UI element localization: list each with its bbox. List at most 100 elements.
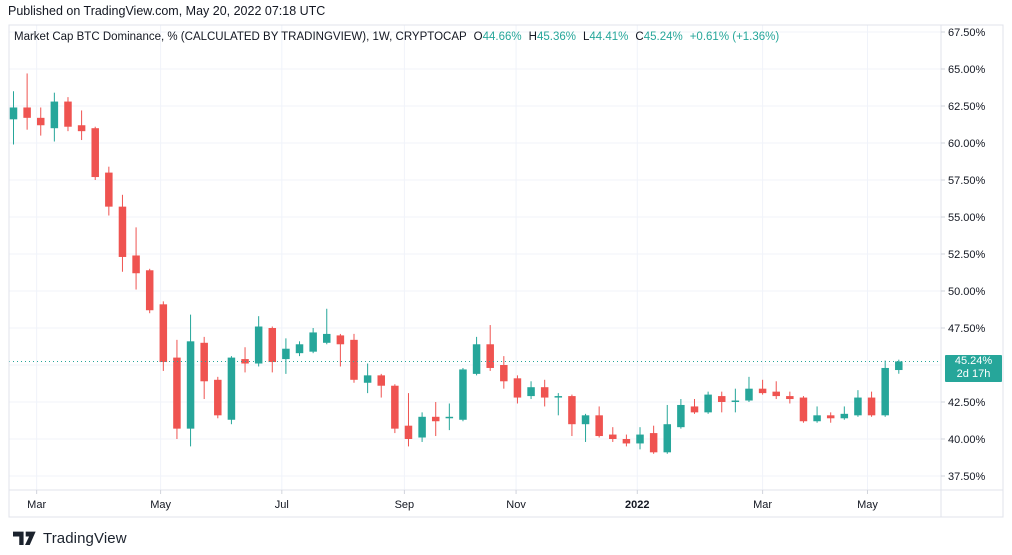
candle-body: [64, 101, 72, 127]
ohlc-open-value: 44.66%: [482, 31, 522, 43]
candle-body: [418, 416, 426, 438]
candle-body: [309, 332, 317, 352]
candle-body: [186, 341, 195, 429]
ohlc-low: L44.41%: [583, 31, 628, 43]
candle-body: [854, 397, 862, 416]
candle-body: [404, 425, 413, 439]
candle-body: [677, 404, 685, 428]
candle-body: [486, 344, 494, 368]
candle-body: [622, 439, 631, 444]
candle-body: [758, 388, 767, 394]
candle-body: [350, 339, 358, 380]
candle-body: [595, 415, 603, 437]
candle-body: [254, 326, 263, 364]
candle-body: [568, 396, 576, 425]
price-axis-label: 42.50%: [948, 397, 986, 409]
price-axis-label: 40.00%: [948, 434, 986, 446]
candle-body: [214, 379, 222, 416]
price-axis-label: 57.50%: [948, 175, 986, 187]
ohlc-high: H45.36%: [529, 31, 576, 43]
candle-body: [391, 385, 399, 429]
tradingview-logo-text: TradingView: [43, 530, 127, 547]
candle-body: [377, 375, 385, 386]
time-axis-label: May: [150, 499, 171, 511]
candle-body: [363, 375, 372, 383]
candle-body: [91, 128, 99, 178]
candle-body: [867, 397, 876, 416]
candle-body: [23, 107, 31, 118]
candle-body: [36, 117, 45, 126]
price-axis-label: 52.50%: [948, 249, 986, 261]
candle-body: [895, 361, 903, 371]
tradingview-logo[interactable]: TradingView: [13, 530, 127, 547]
candle-body: [731, 400, 740, 402]
time-axis-label: May: [857, 499, 878, 511]
candle-body: [826, 415, 835, 419]
price-axis-label: 67.50%: [948, 27, 986, 39]
candle-body: [799, 397, 808, 422]
time-axis-label: Jul: [275, 499, 289, 511]
candle-body: [459, 369, 467, 420]
candle-body: [513, 378, 522, 398]
candle-body: [268, 328, 277, 363]
candle-body: [118, 206, 127, 257]
price-axis-label: 47.50%: [948, 323, 986, 335]
legend-title: Market Cap BTC Dominance, % (CALCULATED …: [14, 31, 467, 43]
candle-body: [227, 357, 236, 420]
candle-body: [772, 391, 780, 397]
candle-body: [690, 406, 699, 413]
bar-countdown: 2d 17h: [956, 368, 991, 381]
price-axis-label: 60.00%: [948, 138, 986, 150]
last-price-badge: 45.24% 2d 17h: [945, 354, 1002, 382]
ohlc-high-label: H: [528, 31, 537, 43]
symbol-legend: Market Cap BTC Dominance, % (CALCULATED …: [14, 31, 779, 43]
candle-body: [649, 433, 658, 453]
candle-body: [159, 304, 168, 363]
candle-body: [431, 416, 440, 422]
ohlc-open-label: O: [473, 31, 483, 43]
candle-body: [840, 413, 849, 419]
candle-body: [813, 415, 821, 422]
price-axis-label: 37.50%: [948, 471, 986, 483]
published-bar: Published on TradingView.com, May 20, 20…: [8, 4, 326, 18]
candle-body: [554, 396, 563, 398]
ohlc-close: C45.24%: [635, 31, 682, 43]
candle-body: [881, 367, 889, 416]
candle-body: [295, 344, 304, 354]
candle-body: [132, 255, 140, 274]
tradingview-logo-icon: [13, 531, 36, 545]
ohlc-low-label: L: [582, 31, 590, 43]
candle-body: [704, 394, 712, 413]
ohlc-close-value: 45.24%: [643, 31, 683, 43]
time-axis-label: Mar: [27, 499, 46, 511]
candle-body: [786, 396, 794, 400]
ohlc-low-value: 44.41%: [589, 31, 629, 43]
price-axis-label: 55.00%: [948, 212, 986, 224]
ohlc-close-label: C: [635, 31, 644, 43]
ohlc-open: O44.66%: [474, 31, 522, 43]
time-axis-label: Mar: [753, 499, 772, 511]
price-axis-label: 50.00%: [948, 286, 986, 298]
candle-body: [77, 125, 86, 132]
candle-body: [745, 388, 753, 401]
price-axis-label: 62.50%: [948, 101, 986, 113]
candle-body: [636, 434, 644, 444]
candle-body: [105, 172, 113, 207]
candle-body: [445, 416, 454, 419]
time-axis-label: 2022: [625, 499, 649, 511]
candle-body: [145, 270, 154, 311]
candle-body: [717, 396, 726, 402]
candle-body: [581, 415, 590, 425]
candle-body: [336, 335, 345, 345]
price-axis-label: 65.00%: [948, 64, 986, 76]
candle-body: [200, 342, 208, 382]
candle-body: [663, 424, 672, 453]
chart-frame: [8, 24, 1004, 518]
last-price-value: 45.24%: [954, 354, 993, 367]
candle-body: [540, 387, 549, 398]
time-axis-label: Nov: [506, 499, 526, 511]
candle-body: [472, 344, 481, 374]
legend-change: +0.61% (+1.36%): [689, 31, 780, 43]
